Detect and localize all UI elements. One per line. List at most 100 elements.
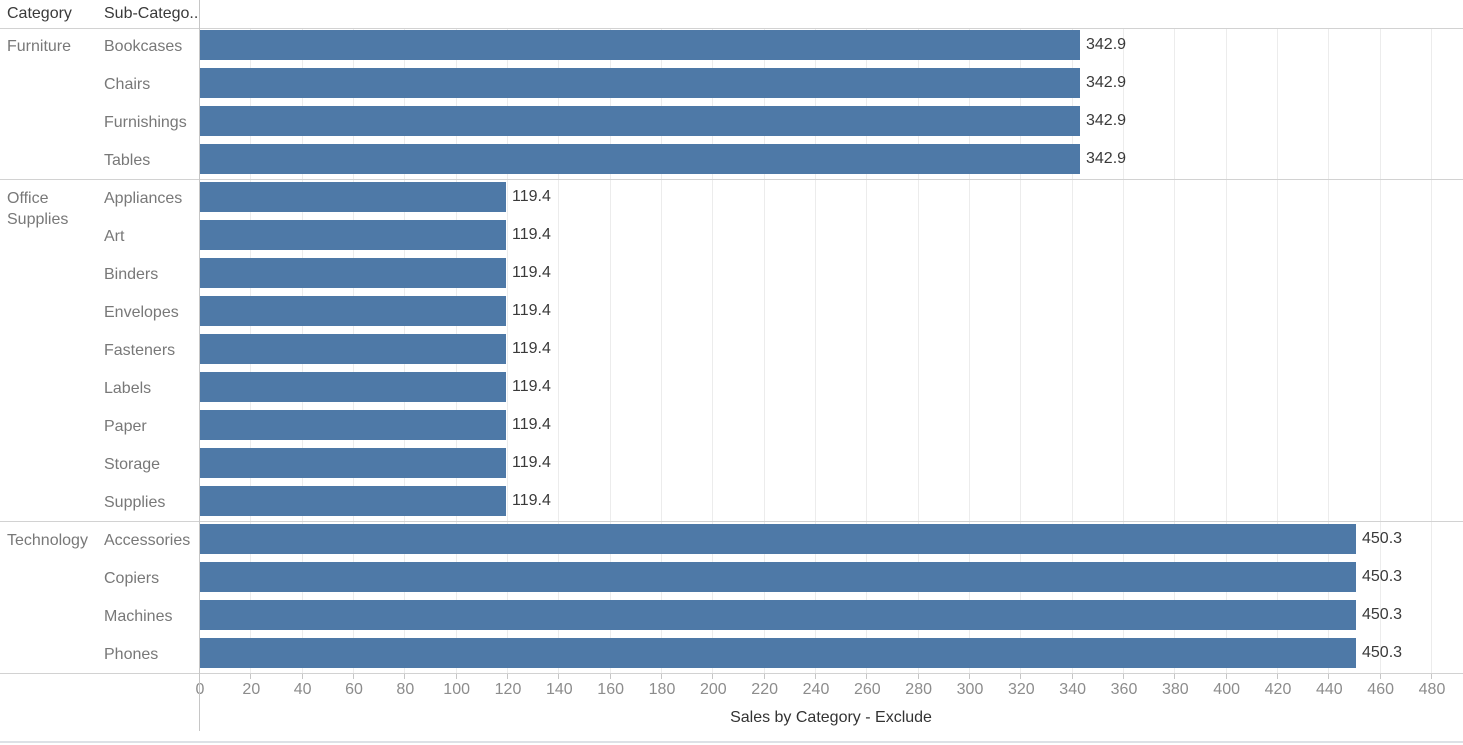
- bar[interactable]: [200, 30, 1080, 60]
- gridline: [1328, 28, 1330, 673]
- bar[interactable]: [200, 296, 506, 326]
- bar-value-label: 342.9: [1086, 36, 1127, 53]
- x-axis-tick: [1174, 674, 1176, 679]
- x-tick-label: 480: [1418, 681, 1446, 698]
- bar[interactable]: [200, 258, 506, 288]
- x-axis-tick: [1071, 674, 1073, 679]
- gridline: [866, 28, 868, 673]
- bar[interactable]: [200, 600, 1356, 630]
- x-tick-label: 340: [1059, 681, 1086, 698]
- bar[interactable]: [200, 448, 506, 478]
- bar-value-label: 450.3: [1362, 606, 1403, 623]
- gridline: [917, 28, 919, 673]
- bar-value-label: 119.4: [512, 264, 551, 281]
- category-label[interactable]: Furniture: [7, 38, 72, 55]
- subcategory-label[interactable]: Furnishings: [104, 114, 187, 131]
- subcategory-label[interactable]: Art: [104, 228, 125, 245]
- x-axis-tick: [609, 674, 611, 679]
- x-axis-tick: [866, 674, 868, 679]
- header-divider: [0, 28, 1463, 29]
- x-axis-tick: [1431, 674, 1432, 679]
- subcategory-label[interactable]: Envelopes: [104, 304, 179, 321]
- bar-value-label: 119.4: [512, 302, 551, 319]
- x-tick-label: 40: [293, 681, 312, 698]
- subcategory-label[interactable]: Appliances: [104, 190, 183, 207]
- subcategory-label[interactable]: Bookcases: [104, 38, 183, 55]
- bar-value-label: 450.3: [1362, 530, 1403, 547]
- x-axis-tick: [712, 674, 714, 679]
- bar-value-label: 119.4: [512, 340, 551, 357]
- x-tick-label: 180: [648, 681, 676, 698]
- x-tick-label: 120: [494, 681, 522, 698]
- subcategory-label[interactable]: Machines: [104, 608, 173, 625]
- bar[interactable]: [200, 638, 1356, 668]
- bar[interactable]: [200, 372, 506, 402]
- gridline: [712, 28, 714, 673]
- x-axis-tick: [455, 674, 457, 679]
- bar[interactable]: [200, 106, 1080, 136]
- subcategory-label[interactable]: Binders: [104, 266, 159, 283]
- bottom-border: [0, 741, 1463, 743]
- bar[interactable]: [200, 182, 506, 212]
- bar[interactable]: [200, 562, 1356, 592]
- subcategory-label[interactable]: Tables: [104, 152, 151, 169]
- bar[interactable]: [200, 220, 506, 250]
- x-axis-tick: [1123, 674, 1124, 679]
- x-axis-tick: [1277, 674, 1278, 679]
- x-axis-tick: [815, 674, 816, 679]
- row-divider: [0, 673, 1463, 674]
- bar[interactable]: [200, 410, 506, 440]
- subcategory-label[interactable]: Labels: [104, 380, 152, 397]
- bar[interactable]: [200, 524, 1356, 554]
- bar[interactable]: [200, 144, 1080, 174]
- subcategory-label[interactable]: Fasteners: [104, 342, 176, 359]
- x-tick-label: 60: [345, 681, 363, 698]
- subcategory-label[interactable]: Paper: [104, 418, 147, 435]
- x-axis-tick: [507, 674, 508, 679]
- x-axis-tick: [558, 674, 560, 679]
- bar[interactable]: [200, 334, 506, 364]
- subcategory-label[interactable]: Storage: [104, 456, 161, 473]
- x-axis-tick: [1225, 674, 1227, 679]
- x-tick-label: 100: [443, 681, 470, 698]
- x-tick-label: 280: [905, 681, 932, 698]
- category-label[interactable]: Office Supplies: [7, 190, 69, 228]
- x-axis-tick: [404, 674, 406, 679]
- gridline: [1123, 28, 1124, 673]
- x-tick-label: 160: [597, 681, 624, 698]
- bar-value-label: 119.4: [512, 378, 551, 395]
- subcategory-label[interactable]: Phones: [104, 646, 159, 663]
- category-field-label[interactable]: Category: [7, 5, 72, 22]
- x-axis-tick: [1328, 674, 1330, 679]
- bar-value-label: 119.4: [512, 188, 551, 205]
- x-tick-label: 260: [853, 681, 881, 698]
- bar-value-label: 119.4: [512, 416, 551, 433]
- gridline: [1071, 28, 1073, 673]
- subcategory-label[interactable]: Copiers: [104, 570, 160, 587]
- x-axis-tick: [250, 674, 252, 679]
- category-label[interactable]: Technology: [7, 532, 88, 549]
- x-axis-tick: [1020, 674, 1022, 679]
- bar[interactable]: [200, 68, 1080, 98]
- x-tick-label: 440: [1315, 681, 1343, 698]
- gridline: [969, 28, 970, 673]
- gridline: [763, 28, 765, 673]
- bar-value-label: 342.9: [1086, 150, 1127, 167]
- subcategory-field-label[interactable]: Sub-Catego..: [104, 5, 199, 22]
- x-tick-label: 240: [802, 681, 830, 698]
- subcategory-label[interactable]: Accessories: [104, 532, 191, 549]
- bar[interactable]: [200, 486, 506, 516]
- x-axis-tick: [353, 674, 354, 679]
- bar-value-label: 450.3: [1362, 568, 1403, 585]
- x-axis-tick: [917, 674, 919, 679]
- subcategory-label[interactable]: Chairs: [104, 76, 151, 93]
- x-tick-label: 0: [195, 681, 205, 698]
- bar-value-label: 450.3: [1362, 644, 1403, 661]
- bar-value-label: 119.4: [512, 226, 551, 243]
- gridline: [815, 28, 816, 673]
- gridline: [609, 28, 611, 673]
- subcategory-label[interactable]: Supplies: [104, 494, 166, 511]
- x-tick-label: 400: [1213, 681, 1240, 698]
- x-tick-label: 460: [1367, 681, 1394, 698]
